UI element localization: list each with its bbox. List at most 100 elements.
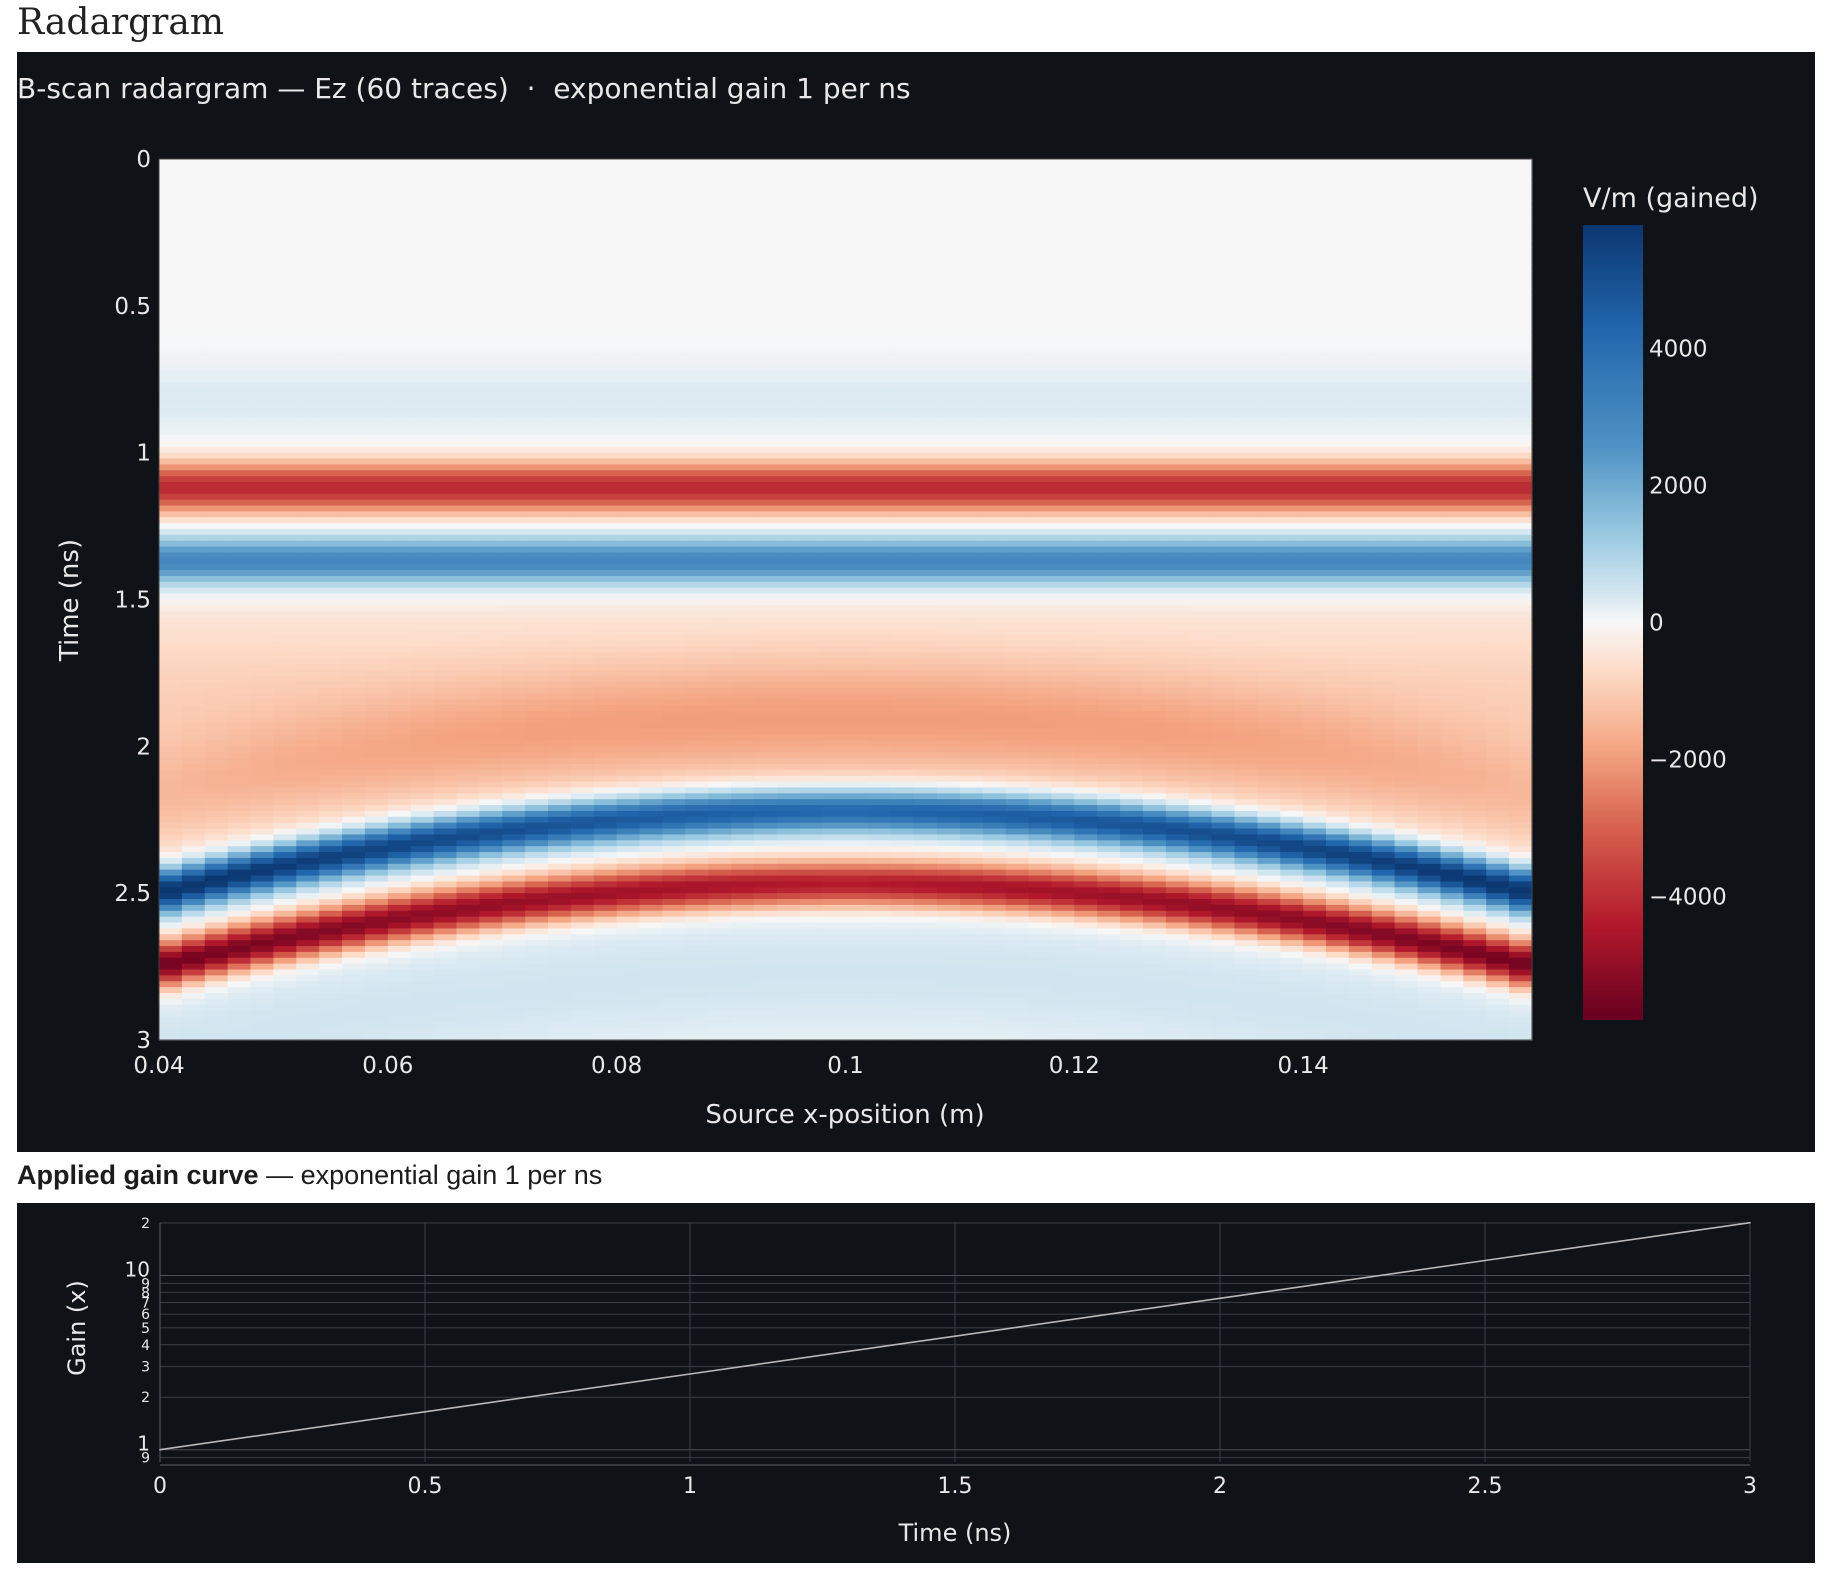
heatmap-cell: [570, 405, 595, 413]
heatmap-cell: [456, 993, 480, 1000]
heatmap-cell: [319, 452, 343, 460]
heatmap-cell: [525, 581, 549, 589]
heatmap-cell: [227, 534, 252, 542]
heatmap-cell: [273, 752, 297, 759]
heatmap-cell: [799, 969, 824, 976]
heatmap-cell: [731, 611, 755, 618]
heatmap-cell: [548, 1028, 572, 1035]
heatmap-cell: [731, 476, 755, 483]
heatmap-cell: [181, 1004, 206, 1012]
heatmap-cell: [822, 664, 847, 671]
heatmap-cell: [364, 975, 389, 982]
heatmap-cell: [456, 763, 480, 771]
heatmap-cell: [570, 646, 595, 653]
heatmap-cell: [639, 241, 664, 248]
heatmap-cell: [593, 493, 618, 501]
heatmap-cell: [822, 182, 847, 189]
heatmap-cell: [708, 987, 732, 994]
heatmap-cell: [753, 534, 778, 542]
heatmap-cell: [822, 722, 847, 730]
heatmap-cell: [891, 341, 915, 348]
heatmap-cell: [616, 716, 641, 724]
heatmap-cell: [364, 505, 389, 512]
heatmap-cell: [891, 816, 915, 824]
heatmap-cell: [753, 993, 778, 1000]
heatmap-cell: [799, 799, 824, 806]
heatmap-cell: [708, 722, 732, 730]
heatmap-cell: [296, 247, 320, 254]
heatmap-cell: [502, 893, 526, 900]
heatmap-cell: [822, 951, 847, 959]
heatmap-cell: [227, 1004, 252, 1012]
heatmap-cell: [639, 681, 664, 689]
heatmap-cell: [914, 364, 938, 372]
heatmap-cell: [593, 728, 618, 736]
heatmap-cell: [296, 170, 320, 178]
heatmap-cell: [868, 852, 892, 859]
heatmap-cell: [319, 887, 343, 894]
heatmap-cell: [891, 664, 915, 671]
heatmap-cell: [204, 164, 229, 172]
heatmap-cell: [387, 675, 412, 683]
heatmap-cell: [891, 317, 915, 325]
heatmap-cell: [296, 587, 320, 595]
heatmap-cell: [456, 693, 480, 700]
heatmap-cell: [616, 258, 641, 266]
heatmap-cell: [845, 669, 869, 677]
heatmap-cell: [227, 969, 252, 976]
heatmap-cell: [753, 235, 778, 242]
heatmap-cell: [502, 899, 526, 906]
heatmap-cell: [616, 640, 641, 648]
heatmap-cell: [685, 787, 709, 794]
heatmap-cell: [181, 828, 206, 836]
heatmap-cell: [479, 564, 503, 571]
heatmap-cell: [731, 223, 755, 231]
heatmap-cell: [159, 822, 183, 830]
heatmap-cell: [891, 840, 915, 847]
heatmap-cell: [570, 822, 595, 830]
heatmap-cell: [456, 940, 480, 947]
heatmap-cell: [685, 446, 709, 454]
heatmap-cell: [342, 288, 366, 295]
heatmap-cell: [639, 276, 664, 283]
heatmap-cell: [181, 540, 206, 548]
heatmap-cell: [822, 775, 847, 783]
heatmap-cell: [708, 570, 732, 577]
heatmap-cell: [891, 793, 915, 800]
heatmap-cell: [776, 946, 801, 953]
heatmap-cell: [593, 869, 618, 877]
heatmap-cell: [250, 993, 275, 1000]
heatmap-cell: [273, 599, 297, 606]
heatmap-cell: [433, 734, 458, 742]
heatmap-cell: [616, 828, 641, 836]
heatmap-cell: [708, 482, 732, 489]
heatmap-cell: [273, 546, 297, 554]
heatmap-cell: [364, 951, 389, 959]
heatmap-cell: [364, 957, 389, 965]
heatmap-cell: [387, 159, 412, 166]
heatmap-cell: [479, 622, 503, 630]
heatmap-cell: [753, 787, 778, 794]
heatmap-cell: [822, 299, 847, 307]
heatmap-cell: [273, 200, 297, 207]
heatmap-cell: [204, 1022, 229, 1029]
heatmap-cell: [914, 247, 938, 254]
heatmap-cell: [410, 241, 435, 248]
heatmap-cell: [525, 305, 549, 313]
heatmap-cell: [639, 951, 664, 959]
heatmap-cell: [616, 740, 641, 747]
heatmap-cell: [387, 376, 412, 383]
heatmap-cell: [433, 217, 458, 225]
heatmap-cell: [776, 270, 801, 278]
heatmap-cell: [250, 1028, 275, 1035]
heatmap-cell: [822, 946, 847, 953]
heatmap-cell: [845, 893, 869, 900]
heatmap-cell: [319, 705, 343, 712]
heatmap-cell: [342, 763, 366, 771]
heatmap-cell: [845, 376, 869, 383]
heatmap-cell: [548, 993, 572, 1000]
heatmap-cell: [616, 658, 641, 665]
heatmap-cell: [250, 799, 275, 806]
heatmap-cell: [799, 975, 824, 982]
heatmap-cell: [570, 816, 595, 824]
